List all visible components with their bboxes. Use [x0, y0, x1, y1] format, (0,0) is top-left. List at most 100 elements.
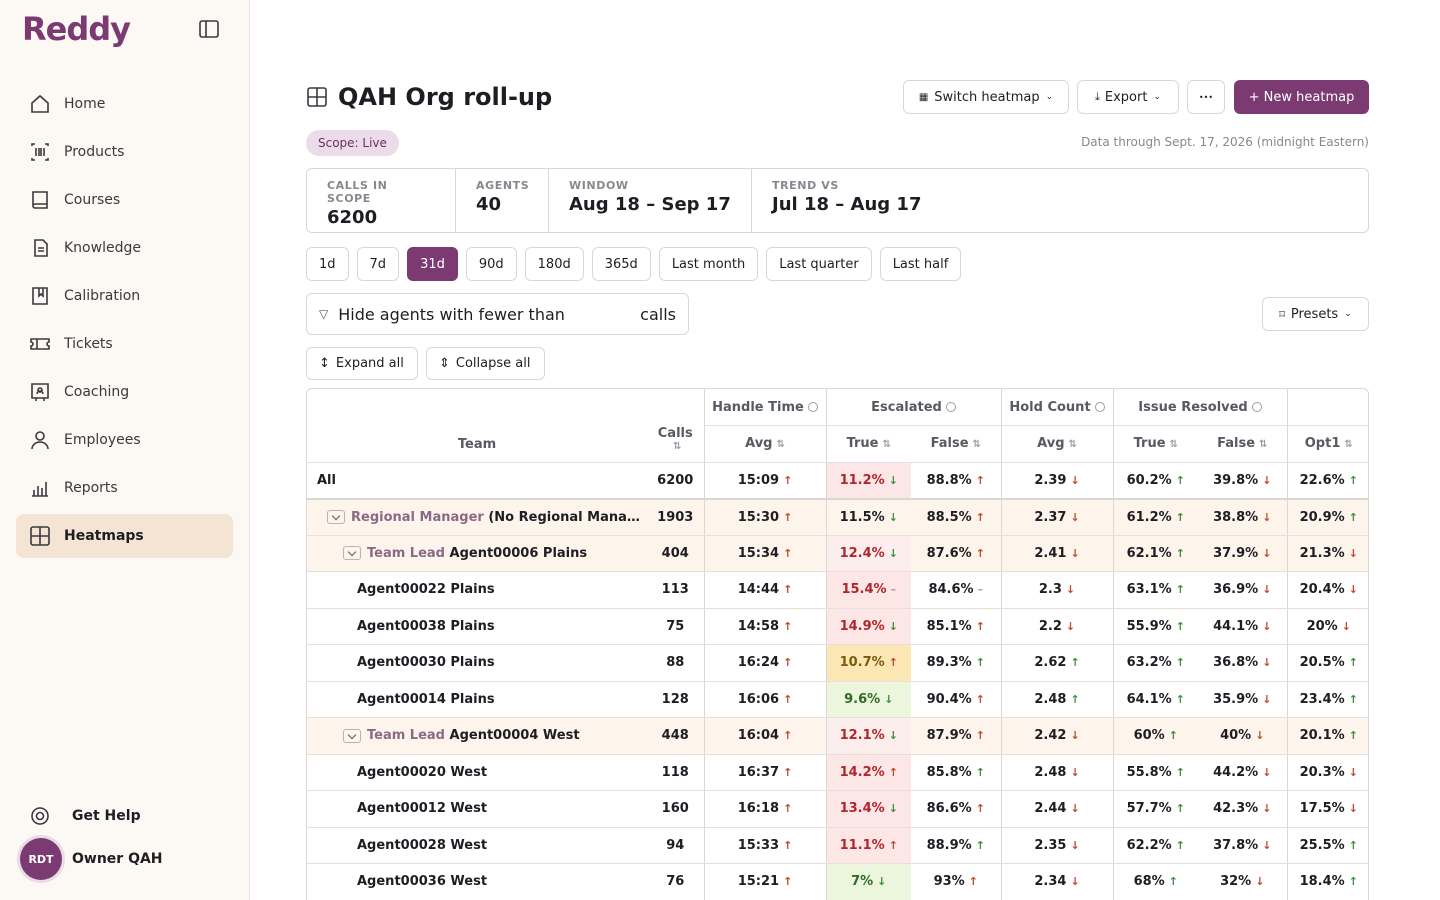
col-label: False [930, 436, 969, 452]
range-button-last-month[interactable]: Last month [658, 247, 759, 281]
cell-value: 16:06 [737, 691, 780, 707]
escalated-false-cell: 90.4% ↑ [911, 681, 1002, 718]
table-row: Agent00036 West 76 15:21 ↑ 7% ↓ 93% ↑ 2.34 ↓ 68% ↑ 3… [307, 863, 1368, 900]
cell-value: 15:09 [737, 472, 780, 488]
team-name: All [317, 472, 336, 488]
sidebar-item-knowledge[interactable]: Knowledge [16, 226, 233, 270]
table-row[interactable]: Team Lead Agent00006 Plains 404 15:34 ↑ 12.4… [307, 535, 1368, 572]
min-calls-filter[interactable]: ▽ Hide agents with fewer than calls [306, 293, 689, 335]
sidebar-item-home[interactable]: Home [16, 82, 233, 126]
export-button[interactable]: ⤓ Export ⌄ [1077, 80, 1179, 114]
collapse-all-button[interactable]: ⇕ Collapse all [426, 347, 545, 380]
chevron-down-icon[interactable] [327, 510, 345, 524]
table-body: All 6200 15:09 ↑ 11.2% ↓ 88.8% ↑ 2.39 ↓ 60.2% ↑ 39.8… [307, 462, 1368, 900]
trend-up-icon: ↑ [783, 729, 793, 743]
sidebar-item-products[interactable]: Products [16, 130, 233, 174]
info-icon[interactable] [1094, 402, 1105, 412]
sidebar-item-calibration[interactable]: Calibration [16, 274, 233, 318]
get-help-link[interactable]: Get Help [28, 804, 141, 828]
escalated-true-cell: 9.6% ↓ [825, 681, 911, 718]
column-header-team[interactable]: Team [307, 389, 647, 463]
trend-down-icon: ↓ [1070, 510, 1080, 524]
cell-value: 93% [933, 874, 965, 890]
user-profile[interactable]: RDT Owner QAH [20, 838, 163, 880]
opt1-cell: 17.5% ↓ [1286, 790, 1368, 828]
expand-all-button[interactable]: ↕ Expand all [306, 347, 418, 380]
sort-icon[interactable]: ⇅ [972, 439, 981, 451]
col-label: Avg [1037, 436, 1065, 452]
column-header-ir-false[interactable]: False ⇅ [1198, 425, 1288, 463]
new-heatmap-button[interactable]: + New heatmap [1234, 80, 1369, 114]
cell-value: 2.35 [1034, 837, 1067, 853]
column-header-esc-true[interactable]: True ⇅ [825, 425, 911, 463]
column-header-ht-avg[interactable]: Avg ⇅ [703, 425, 826, 463]
issue-resolved-true-cell: 63.1% ↑ [1112, 571, 1199, 609]
sort-icon[interactable]: ⇅ [882, 439, 891, 451]
cell-value: 17.5% [1299, 801, 1345, 817]
cell-value: 84.6% [928, 582, 974, 598]
sidebar-item-heatmaps[interactable]: Heatmaps [16, 514, 233, 558]
team-name: Agent00028 West [357, 837, 488, 853]
filter-suffix: calls [640, 304, 676, 324]
range-button-365d[interactable]: 365d [591, 247, 651, 281]
sidebar-item-courses[interactable]: Courses [16, 178, 233, 222]
chevron-down-icon[interactable] [343, 546, 361, 561]
info-icon[interactable] [945, 402, 956, 412]
sidebar-item-label: Calibration [64, 288, 141, 304]
cell-value: 63.1% [1126, 582, 1172, 598]
table-row[interactable]: Regional Manager (No Regional Mana... 190… [307, 498, 1368, 536]
column-header-calls[interactable]: Calls ⇅ [647, 389, 704, 463]
range-button-last-half[interactable]: Last half [879, 247, 962, 281]
presets-button[interactable]: ⌑ Presets ⌄ [1262, 297, 1369, 331]
issue-resolved-false-cell: 40% ↓ [1198, 717, 1288, 755]
range-button-last-quarter[interactable]: Last quarter [766, 247, 872, 281]
info-icon[interactable] [807, 402, 818, 412]
cell-value: 42.3% [1213, 801, 1259, 817]
cell-value: 20.9% [1299, 509, 1345, 525]
column-header-hold-avg[interactable]: Avg ⇅ [1000, 425, 1114, 463]
chevron-down-icon[interactable] [343, 728, 361, 743]
opt1-cell: 20.5% ↑ [1286, 644, 1368, 682]
table-row[interactable]: Team Lead Agent00004 West 448 16:04 ↑ 12.1% ↓… [307, 717, 1368, 755]
escalated-false-cell: 85.8% ↑ [911, 754, 1002, 791]
range-button-1d[interactable]: 1d [306, 247, 349, 281]
sidebar-item-tickets[interactable]: Tickets [16, 322, 233, 366]
range-button-90d[interactable]: 90d [465, 247, 517, 281]
range-button-31d[interactable]: 31d [407, 247, 458, 281]
app-logo[interactable]: Reddy [22, 10, 131, 48]
range-button-7d[interactable]: 7d [356, 247, 400, 281]
switch-heatmap-label: Switch heatmap [934, 89, 1040, 105]
sort-icon[interactable]: ⇅ [1259, 439, 1268, 451]
range-button-180d[interactable]: 180d [524, 247, 584, 281]
download-icon: ⤓ [1095, 90, 1100, 103]
trend-good-icon: ↓ [884, 692, 894, 706]
table-row[interactable]: All 6200 15:09 ↑ 11.2% ↓ 88.8% ↑ 2.39 ↓ 60.2% ↑ 39.8… [307, 462, 1368, 499]
sort-icon[interactable]: ⇅ [776, 439, 785, 451]
trend-good-icon: ↑ [1348, 692, 1358, 706]
column-header-ir-true[interactable]: True ⇅ [1112, 425, 1199, 463]
trend-good-icon: ↓ [888, 619, 898, 633]
sidebar-item-coaching[interactable]: Coaching [16, 370, 233, 414]
column-header-opt1[interactable]: Opt1 ⇅ [1286, 425, 1368, 463]
sort-icon[interactable]: ⇅ [673, 440, 682, 452]
issue-resolved-false-cell: 32% ↓ [1198, 863, 1288, 900]
trend-down-icon: ↓ [1065, 583, 1076, 597]
more-options-button[interactable]: ••• [1187, 80, 1225, 114]
trend-good-icon: ↑ [1070, 656, 1080, 670]
sort-icon[interactable]: ⇅ [1068, 439, 1077, 451]
trend-down-icon: ↓ [1070, 473, 1080, 487]
cell-value: 88.8% [926, 472, 972, 488]
switch-heatmap-button[interactable]: ▦ Switch heatmap ⌄ [903, 80, 1069, 114]
sidebar-item-employees[interactable]: Employees [16, 418, 233, 462]
info-icon[interactable] [1251, 402, 1262, 412]
hold-count-cell: 2.48 ↑ [1000, 681, 1114, 718]
calls-cell: 404 [647, 535, 704, 572]
trend-down-icon: ↓ [1262, 619, 1272, 633]
sidebar-toggle-icon[interactable] [198, 18, 220, 40]
column-header-esc-false[interactable]: False ⇅ [911, 425, 1002, 463]
sidebar-item-reports[interactable]: Reports [16, 466, 233, 510]
issue-resolved-true-cell: 61.2% ↑ [1112, 498, 1199, 536]
sort-icon[interactable]: ⇅ [1344, 439, 1353, 451]
sort-icon[interactable]: ⇅ [1169, 439, 1178, 451]
trend-down-icon: ↓ [1341, 619, 1351, 633]
